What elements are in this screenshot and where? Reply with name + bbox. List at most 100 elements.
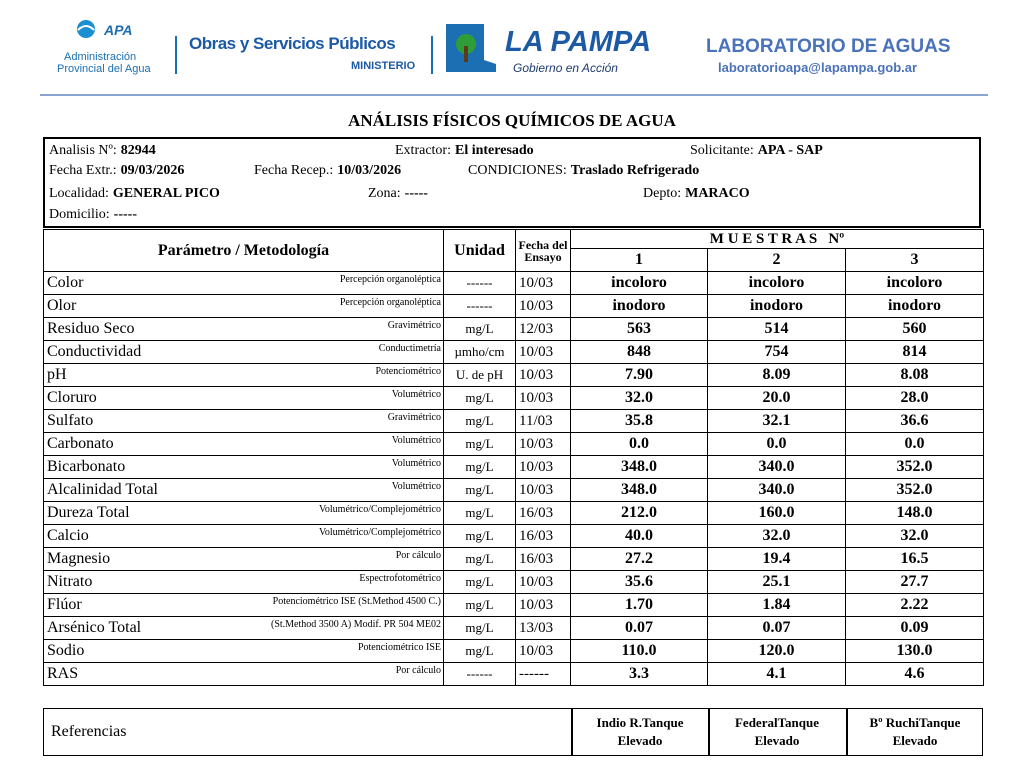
- sample-value: 32.1: [707, 409, 846, 433]
- sample-value: 0.07: [570, 616, 708, 640]
- info-value: MARACO: [685, 186, 750, 201]
- sample-value: 0.0: [707, 432, 846, 456]
- unit: ------: [443, 294, 516, 318]
- divider: [708, 709, 710, 755]
- header-cell: Fecha del Ensayo: [515, 229, 571, 272]
- sample-value: 148.0: [844, 501, 985, 525]
- table-row: Flúor Potenciométrico ISE (St.Method 4500…: [43, 593, 985, 617]
- info-value: -----: [404, 186, 428, 201]
- references: Referencias Indio R.Tanque Elevado Federa…: [43, 708, 983, 756]
- info-value: El interesado: [454, 143, 534, 158]
- test-date: 10/03: [515, 570, 571, 594]
- sample-value: 32.0: [844, 524, 985, 548]
- sample-value: 28.0: [844, 386, 985, 410]
- sample-value: 2.22: [844, 593, 985, 617]
- test-date: 10/03: [515, 478, 571, 502]
- sample-value: 0.09: [844, 616, 985, 640]
- info-label: Localidad:: [49, 186, 109, 201]
- test-date: 10/03: [515, 340, 571, 364]
- parameter-cell: Nitrato Espectrofotométrico: [43, 570, 444, 594]
- parameter: Arsénico Total: [47, 619, 142, 636]
- sample-value: incoloro: [844, 271, 985, 295]
- sample-number: 3: [844, 248, 985, 272]
- parameter-cell: Olor Percepción organoléptica: [43, 294, 444, 318]
- sample-value: 560: [844, 317, 985, 341]
- sample-value: incoloro: [570, 271, 708, 295]
- sample-value: incoloro: [707, 271, 846, 295]
- table-row: Bicarbonato Volumétrico mg/L 10/03 348.0 340.…: [43, 455, 985, 479]
- province-slogan: Gobierno en Acción: [513, 61, 618, 75]
- info-value: GENERAL PICO: [112, 186, 220, 201]
- lab-email: laboratorioapa@lapampa.gob.ar: [718, 60, 918, 75]
- table-row: Alcalinidad Total Volumétrico mg/L 10/03 348…: [43, 478, 985, 502]
- ministry-name: Obras y Servicios Públicos: [189, 34, 396, 53]
- sample-value: 1.84: [707, 593, 846, 617]
- parameter: Bicarbonato: [47, 458, 126, 475]
- info-value: -----: [113, 207, 137, 222]
- info-field: Fecha Extr.: 09/03/2026: [49, 161, 184, 179]
- sample-value: 0.07: [707, 616, 846, 640]
- method: Volumétrico/Complejométrico: [318, 504, 441, 515]
- method: Potenciométrico ISE: [357, 642, 441, 653]
- sample-value: 32.0: [570, 386, 708, 410]
- info-field: Extractor: El interesado: [395, 141, 534, 159]
- unit: mg/L: [443, 455, 516, 479]
- parameter-cell: Calcio Volumétrico/Complejométrico: [43, 524, 444, 548]
- unit: mg/L: [443, 432, 516, 456]
- parameter-cell: Cloruro Volumétrico: [43, 386, 444, 410]
- table-row: Sodio Potenciométrico ISE mg/L 10/03 110.0 12…: [43, 639, 985, 663]
- sample-value: 25.1: [707, 570, 846, 594]
- method: Volumétrico: [391, 458, 441, 469]
- info-value: 10/03/2026: [337, 163, 402, 178]
- info-value: APA - SAP: [757, 143, 823, 158]
- method: Por cálculo: [395, 550, 441, 561]
- test-date: 10/03: [515, 432, 571, 456]
- info-field: Analisis Nº: 82944: [49, 141, 156, 159]
- header-cell: Parámetro / Metodología: [43, 229, 444, 272]
- sample-value: 848: [570, 340, 708, 364]
- header-cell: Unidad: [443, 229, 516, 272]
- apa-icon: [77, 20, 95, 38]
- parameter-cell: Flúor Potenciométrico ISE (St.Method 4500…: [43, 593, 444, 617]
- parameter-cell: RAS Por cálculo: [43, 662, 444, 686]
- sample-value: inodoro: [707, 294, 846, 318]
- parameter-cell: Magnesio Por cálculo: [43, 547, 444, 571]
- method: Volumétrico: [391, 435, 441, 446]
- test-date: 10/03: [515, 593, 571, 617]
- parameter: Residuo Seco: [47, 320, 135, 337]
- parameter-cell: Bicarbonato Volumétrico: [43, 455, 444, 479]
- sample-value: 19.4: [707, 547, 846, 571]
- parameter: Color: [47, 274, 84, 291]
- table-row: Calcio Volumétrico/Complejométrico mg/L 16/…: [43, 524, 985, 548]
- parameter: Calcio: [47, 527, 89, 544]
- sample-value: 27.2: [570, 547, 708, 571]
- table-row: Conductividad Conductimetría µmho/cm 10/03 8…: [43, 340, 985, 364]
- divider: [571, 709, 573, 755]
- sample-value: 0.0: [844, 432, 985, 456]
- parameter: Cloruro: [47, 389, 97, 406]
- doc-title: ANÁLISIS FÍSICOS QUÍMICOS DE AGUA: [348, 111, 676, 130]
- sample-value: 340.0: [707, 455, 846, 479]
- sample-value: 1.70: [570, 593, 708, 617]
- method: Percepción organoléptica: [339, 297, 441, 308]
- info-box: Analisis Nº: 82944 Extractor: El interesado…: [43, 137, 981, 228]
- sample-value: 35.8: [570, 409, 708, 433]
- parameter-cell: pH Potenciométrico: [43, 363, 444, 387]
- method: Gravimétrico: [387, 412, 441, 423]
- table-row: RAS Por cálculo ------ ------ 3.3 4.1 4.6: [43, 662, 985, 686]
- unit: µmho/cm: [443, 340, 516, 364]
- table-row: Nitrato Espectrofotométrico mg/L 10/03 35.6 2…: [43, 570, 985, 594]
- table-row: Olor Percepción organoléptica ------ 10/03 i…: [43, 294, 985, 318]
- parameter-cell: Color Percepción organoléptica: [43, 271, 444, 295]
- table-row: Cloruro Volumétrico mg/L 10/03 32.0 20.0 28.0: [43, 386, 985, 410]
- table-row: Color Percepción organoléptica ------ 10/03…: [43, 271, 985, 295]
- sample-value: 35.6: [570, 570, 708, 594]
- unit: mg/L: [443, 409, 516, 433]
- parameter: Alcalinidad Total: [47, 481, 158, 498]
- test-date: 16/03: [515, 501, 571, 525]
- unit: ------: [443, 662, 516, 686]
- sample-value: inodoro: [570, 294, 708, 318]
- method: Gravimétrico: [387, 320, 441, 331]
- method: Potenciométrico ISE (St.Method 4500 C.): [272, 596, 441, 607]
